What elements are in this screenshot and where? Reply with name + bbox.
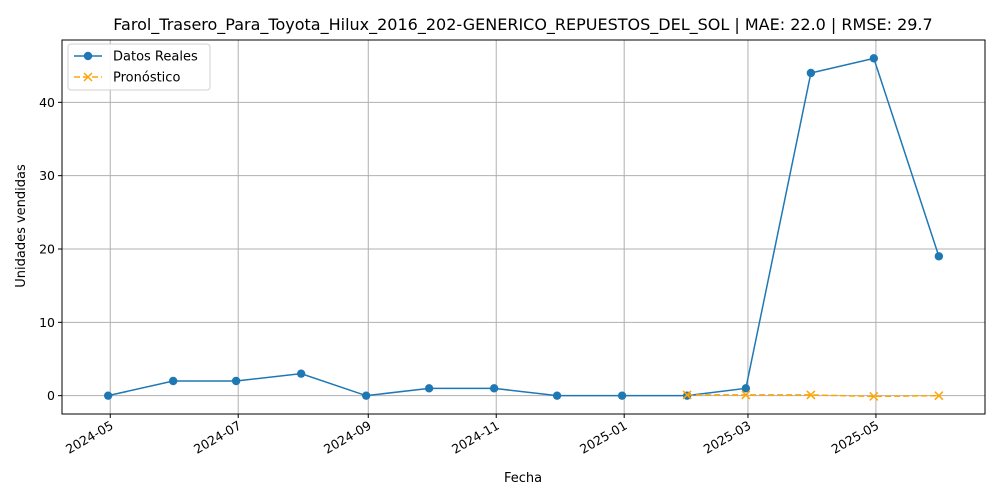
x-tick-label: 2024-07	[191, 418, 244, 457]
data-point	[869, 391, 879, 401]
data-point	[361, 391, 371, 400]
y-tick-label: 0	[47, 388, 55, 403]
x-tick-label: 2025-01	[577, 418, 630, 457]
data-point	[934, 391, 944, 401]
legend-box	[67, 43, 211, 91]
series-layer	[103, 54, 944, 401]
series-datos-reales	[103, 54, 944, 400]
x-axis: 2024-05 2024-07 2024-09 2024-11 2025-01 2025-…	[63, 414, 881, 457]
plot-frame	[61, 39, 986, 415]
grid-lines	[62, 40, 985, 414]
x-tick-label: 2024-09	[321, 418, 374, 457]
x-tick-label: 2024-05	[63, 418, 116, 457]
x-tick-label: 2025-05	[829, 418, 882, 457]
series-line	[107, 57, 940, 397]
series-pronostico	[682, 390, 944, 401]
legend: Datos Reales Pronóstico	[67, 43, 211, 91]
y-tick-label: 10	[39, 315, 55, 330]
data-point	[806, 68, 816, 78]
y-tick-label: 30	[39, 168, 55, 183]
legend-label: Pronóstico	[113, 71, 180, 86]
legend-label: Datos Reales	[113, 50, 198, 65]
x-tick-label: 2025-03	[701, 418, 754, 457]
series-line	[687, 394, 939, 398]
data-point	[869, 54, 879, 63]
y-tick-label: 40	[39, 95, 55, 110]
x-axis-label: Fecha	[504, 471, 542, 486]
data-point	[806, 390, 816, 400]
y-axis-label: Unidades vendidas	[14, 164, 29, 288]
data-point	[168, 376, 178, 386]
legend-marker	[83, 51, 93, 61]
data-point	[231, 376, 241, 386]
x-tick-label: 2024-11	[449, 418, 502, 457]
data-point	[103, 391, 113, 400]
data-point	[617, 391, 627, 400]
data-point	[741, 390, 751, 400]
data-point	[296, 369, 306, 378]
data-point	[741, 384, 751, 393]
legend-marker	[83, 72, 93, 82]
chart-title: Farol_Trasero_Para_Toyota_Hilux_2016_202…	[113, 15, 932, 35]
y-tick-label: 20	[39, 242, 55, 257]
data-point	[552, 391, 562, 400]
y-axis: 0 10 20 30 40	[39, 95, 62, 403]
data-point	[489, 384, 499, 393]
data-point	[682, 390, 692, 400]
data-point	[934, 252, 944, 261]
data-point	[424, 384, 434, 393]
